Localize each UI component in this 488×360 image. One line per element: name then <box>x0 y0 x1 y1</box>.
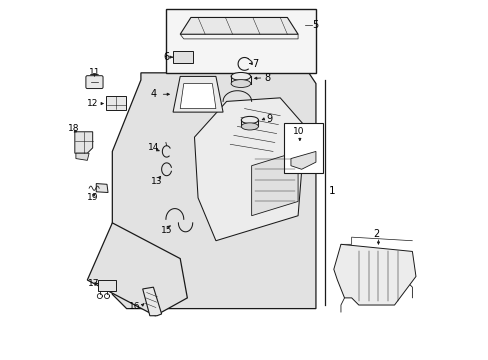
Ellipse shape <box>231 72 250 80</box>
Text: 7: 7 <box>252 59 258 68</box>
FancyBboxPatch shape <box>106 96 126 110</box>
Text: 5: 5 <box>312 19 318 30</box>
Polygon shape <box>173 76 223 112</box>
FancyBboxPatch shape <box>86 76 103 89</box>
Text: 16: 16 <box>129 302 141 311</box>
Text: 11: 11 <box>89 68 101 77</box>
Bar <box>231 76 250 84</box>
Polygon shape <box>180 84 216 109</box>
Polygon shape <box>112 73 315 309</box>
Text: 9: 9 <box>265 113 271 123</box>
Text: 14: 14 <box>148 143 159 152</box>
Polygon shape <box>96 184 108 193</box>
Bar <box>165 9 315 73</box>
Text: 19: 19 <box>87 193 99 202</box>
Text: 8: 8 <box>264 73 270 83</box>
Text: 4: 4 <box>150 89 157 99</box>
Bar <box>241 119 258 126</box>
Polygon shape <box>251 152 298 216</box>
Text: 3: 3 <box>310 164 316 174</box>
Polygon shape <box>98 280 116 291</box>
Text: 15: 15 <box>160 225 172 234</box>
Text: 12: 12 <box>86 99 98 108</box>
Ellipse shape <box>231 80 250 87</box>
Ellipse shape <box>241 116 258 123</box>
Text: 13: 13 <box>151 177 162 186</box>
Text: 6: 6 <box>163 52 169 62</box>
Polygon shape <box>333 244 415 305</box>
Text: 1: 1 <box>328 186 334 196</box>
Polygon shape <box>87 223 187 316</box>
Bar <box>283 123 323 173</box>
Polygon shape <box>180 18 298 34</box>
Polygon shape <box>75 132 93 153</box>
Ellipse shape <box>241 123 258 130</box>
Polygon shape <box>76 153 89 160</box>
Text: 10: 10 <box>292 127 304 136</box>
Polygon shape <box>290 152 315 169</box>
Text: 17: 17 <box>88 279 100 288</box>
Polygon shape <box>142 287 162 316</box>
Text: 18: 18 <box>67 124 79 133</box>
Text: 2: 2 <box>372 229 379 239</box>
Bar <box>173 51 192 63</box>
Polygon shape <box>194 98 305 241</box>
